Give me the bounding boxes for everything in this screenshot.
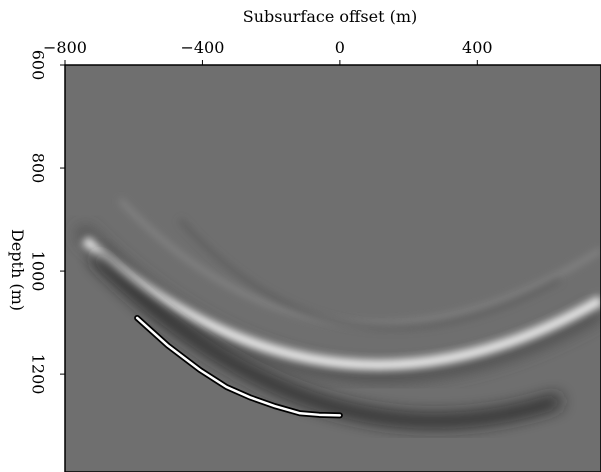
- y-tick-label: 600: [29, 50, 48, 81]
- x-tick-label: −400: [180, 38, 224, 57]
- x-axis-title: Subsurface offset (m): [243, 7, 418, 26]
- seismic-image: [65, 65, 601, 472]
- y-tick-label: 1000: [29, 251, 48, 292]
- y-axis-title: Depth (m): [8, 229, 27, 311]
- page: Subsurface offset (m) Depth (m) −800 −400…: [0, 0, 601, 472]
- x-tick-label: 0: [335, 38, 345, 57]
- y-tick-label: 800: [29, 153, 48, 184]
- x-tick-label: 400: [462, 38, 493, 57]
- x-tick-label: −800: [43, 38, 87, 57]
- y-tick-label: 1200: [29, 354, 48, 395]
- chart: Subsurface offset (m) Depth (m) −800 −400…: [0, 0, 601, 472]
